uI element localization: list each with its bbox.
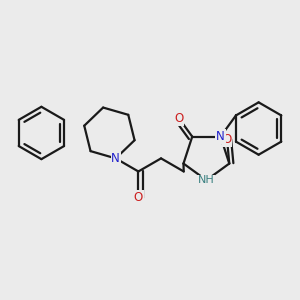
Text: O: O xyxy=(134,191,143,204)
Text: N: N xyxy=(216,130,225,143)
Text: O: O xyxy=(175,112,184,125)
Text: O: O xyxy=(222,133,232,146)
Text: NH: NH xyxy=(198,175,215,185)
Text: N: N xyxy=(111,152,120,165)
